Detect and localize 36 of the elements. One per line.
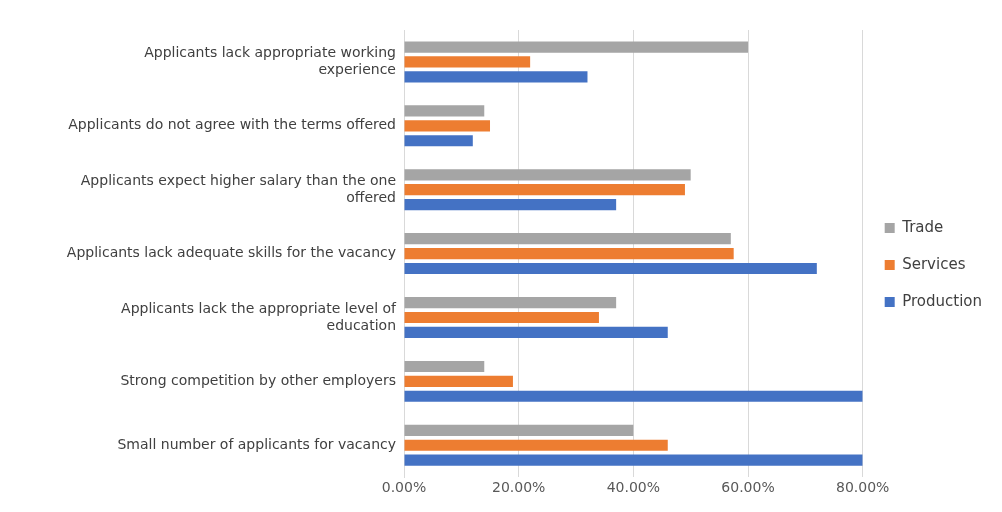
bar	[404, 454, 863, 466]
bar	[404, 390, 863, 402]
bar	[404, 424, 634, 436]
bar	[404, 375, 513, 387]
y-tick-label: Applicants expect higher salary than the one offered	[80, 171, 396, 205]
bar	[404, 169, 691, 181]
bar	[404, 41, 749, 53]
y-tick-label: Small number of applicants for vacancy	[117, 435, 396, 452]
bar	[404, 360, 485, 373]
bar	[404, 56, 531, 68]
x-tick-label: 0.00%	[381, 479, 427, 496]
bar	[404, 71, 588, 83]
x-tick-label: 20.00%	[491, 479, 546, 496]
x-tick-label: 40.00%	[606, 479, 661, 496]
x-tick-label: 80.00%	[836, 479, 890, 496]
bar	[404, 311, 599, 324]
bar	[404, 248, 734, 260]
x-tick-label: 60.00%	[721, 479, 775, 496]
y-tick-label: Applicants lack adequate skills for the vacancy	[66, 244, 396, 261]
legend-label: Production	[902, 291, 983, 310]
y-tick-label: Applicants do not agree with the terms offered	[68, 116, 396, 133]
y-tick-label: Strong competition by other employers	[120, 372, 396, 389]
bar	[404, 326, 668, 338]
bar	[404, 135, 473, 147]
bar	[404, 439, 668, 451]
bar	[404, 105, 485, 117]
y-tick-label: Applicants lack appropriate working experience	[144, 44, 396, 77]
bar	[404, 120, 491, 132]
bar	[404, 199, 617, 211]
bar	[404, 262, 817, 275]
bar	[404, 184, 685, 196]
bar	[404, 296, 617, 309]
legend-label: Trade	[901, 217, 944, 236]
bar	[404, 233, 731, 245]
y-tick-label: Applicants lack the appropriate level of education	[121, 299, 398, 333]
legend-label: Services	[902, 254, 966, 273]
